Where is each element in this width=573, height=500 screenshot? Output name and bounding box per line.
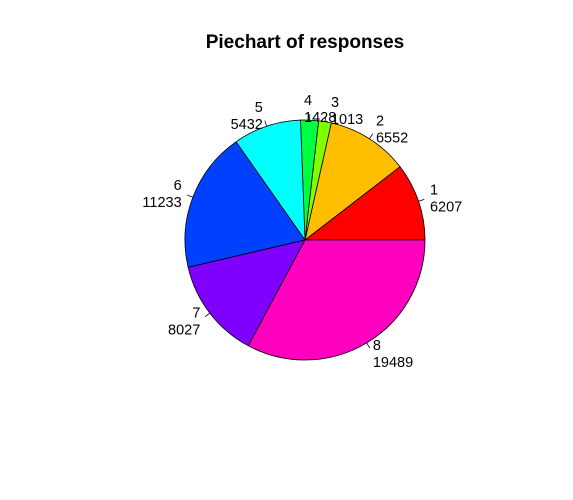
label-tick-5 xyxy=(264,120,268,127)
pie-slices xyxy=(184,119,426,361)
slice-label-name-4: 4 xyxy=(304,93,312,109)
slice-label-name-1: 1 xyxy=(430,182,438,198)
pie-slice-8 xyxy=(247,239,426,361)
slice-label-3: 3 1013 xyxy=(331,95,363,128)
slice-label-name-7: 7 xyxy=(192,305,200,321)
slice-label-value-5: 5432 xyxy=(231,117,263,133)
slice-label-value-2: 6552 xyxy=(376,131,408,147)
slice-label-5: 5 5432 xyxy=(231,100,263,133)
label-tick-6 xyxy=(187,194,194,198)
slice-label-value-7: 8027 xyxy=(168,322,200,338)
slice-label-name-6: 6 xyxy=(174,178,182,194)
pie-slice-1 xyxy=(303,166,426,241)
slice-label-value-4: 1428 xyxy=(304,110,336,126)
slice-label-value-8: 19489 xyxy=(373,355,413,371)
slice-label-name-5: 5 xyxy=(255,100,263,116)
label-tick-7 xyxy=(204,312,211,318)
label-ticks xyxy=(187,114,425,349)
slice-label-value-1: 6207 xyxy=(430,199,462,215)
slice-label-7: 7 8027 xyxy=(168,305,200,338)
chart-title: Piechart of responses xyxy=(206,32,405,53)
label-tick-1 xyxy=(418,198,425,202)
label-tick-8 xyxy=(366,342,371,349)
slice-label-value-3: 1013 xyxy=(331,112,363,128)
slice-label-1: 1 6207 xyxy=(430,182,462,215)
slice-label-name-3: 3 xyxy=(331,95,339,111)
slice-label-name-8: 8 xyxy=(373,338,381,354)
slice-label-6: 6 11233 xyxy=(142,178,181,211)
slice-label-value-6: 11233 xyxy=(142,195,181,211)
label-tick-2 xyxy=(369,133,374,140)
slice-label-4: 4 1428 xyxy=(304,93,336,126)
label-tick-3 xyxy=(324,115,327,122)
slice-label-2: 2 6552 xyxy=(376,114,408,147)
slice-label-8: 8 19489 xyxy=(373,338,413,371)
slice-label-name-2: 2 xyxy=(376,114,384,130)
